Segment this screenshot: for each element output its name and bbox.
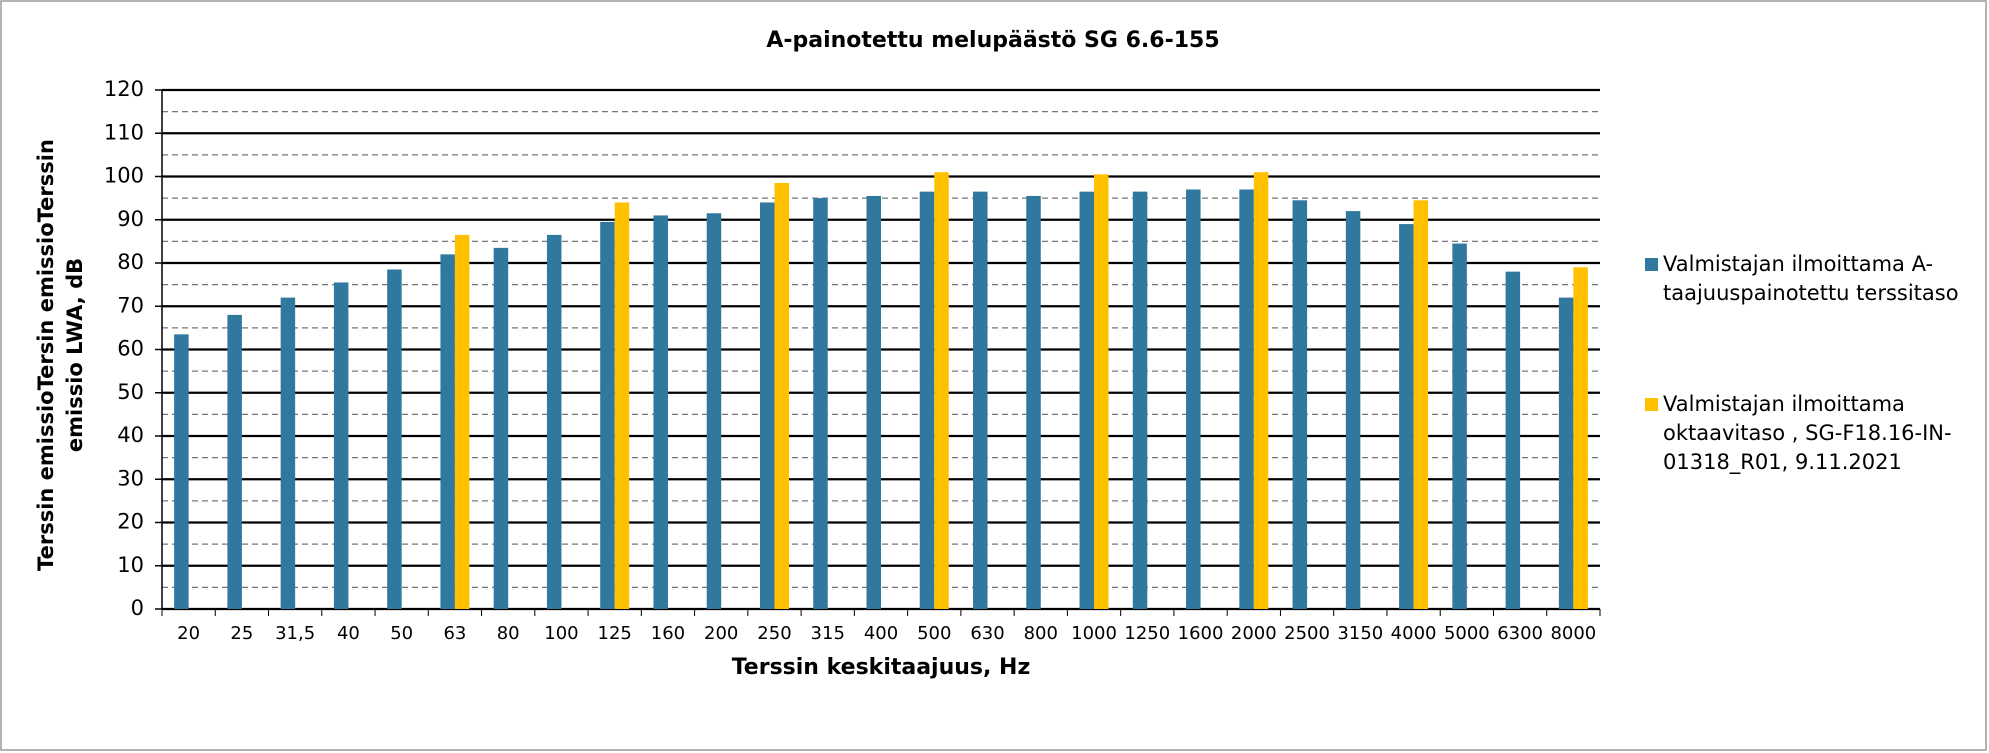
y-tick-label: 90 [117,207,144,231]
x-tick-label: 100 [544,623,578,644]
bar [706,213,722,609]
x-tick-label: 5000 [1444,623,1490,644]
y-tick-label: 10 [117,553,144,577]
x-tick-label: 500 [917,623,951,644]
bar [973,191,988,609]
legend-label: Valmistajan ilmoittama oktaavitaso , SG-… [1663,392,1952,474]
bar [174,334,189,609]
y-axis-title: emissio LWA, dB [63,258,87,452]
bar [454,234,470,609]
x-tick-label: 40 [337,623,360,644]
x-tick-label: 63 [443,623,466,644]
bar [1452,243,1467,609]
x-tick-label: 2500 [1284,623,1330,644]
x-tick-label: 1600 [1178,623,1224,644]
legend-swatch [1645,258,1658,271]
bar [227,314,242,609]
y-axis-title: Terssin emissioTersin emissioTerssin [34,139,58,571]
x-tick-label: 50 [390,623,413,644]
bar [934,172,949,610]
x-tick-label: 1250 [1124,623,1170,644]
y-tick-label: 70 [117,293,144,317]
bar [440,254,455,609]
x-tick-label: 31,5 [275,623,315,644]
bar [600,221,615,609]
bar [1558,297,1574,609]
y-tick-label: 120 [104,77,144,101]
bar [1094,174,1109,609]
x-tick-label: 400 [864,623,898,644]
x-tick-label: 25 [230,623,253,644]
x-tick-label: 630 [970,623,1004,644]
x-tick-label: 125 [598,623,632,644]
bar [1026,195,1041,609]
x-tick-label: 200 [704,623,738,644]
bar [387,269,402,609]
bar [1573,267,1588,609]
x-axis-title: Terssin keskitaajuus, Hz [732,655,1031,680]
bar [1079,191,1095,609]
bar [1132,191,1148,609]
bar [1186,189,1201,609]
legend-item: Valmistajan ilmoittama oktaavitaso , SG-… [1645,390,1981,477]
bar [493,247,509,610]
bar [1399,224,1414,609]
y-tick-label: 30 [117,466,144,490]
y-tick-label: 20 [117,510,144,534]
bar [1413,200,1429,609]
y-tick-label: 60 [117,337,144,361]
chart-title: A-painotettu melupäästö SG 6.6-155 [766,28,1219,53]
y-tick-label: 40 [117,423,144,447]
bar [866,195,881,609]
bar [653,215,668,610]
bar [280,297,296,609]
x-tick-label: 800 [1024,623,1058,644]
x-tick-label: 1000 [1071,623,1117,644]
x-tick-label: 3150 [1337,623,1383,644]
bar [813,198,828,609]
bar [546,234,562,609]
bar [919,191,935,609]
y-tick-label: 80 [117,250,144,274]
bar [333,282,349,609]
x-tick-label: 8000 [1550,623,1596,644]
x-tick-label: 315 [811,623,845,644]
x-tick-label: 6300 [1497,623,1543,644]
bar [1345,211,1361,609]
legend: Valmistajan ilmoittama A-taajuuspainotet… [1645,250,1981,477]
x-tick-label: 250 [757,623,791,644]
x-tick-label: 20 [177,623,200,644]
y-tick-label: 0 [131,596,144,620]
x-tick-label: 4000 [1391,623,1437,644]
bar [614,202,630,609]
bar [1292,200,1308,609]
x-tick-label: 160 [651,623,685,644]
y-tick-label: 100 [104,164,144,188]
y-tick-label: 110 [104,120,144,144]
y-tick-label: 50 [117,380,144,404]
legend-item: Valmistajan ilmoittama A-taajuuspainotet… [1645,250,1981,308]
x-tick-label: 2000 [1231,623,1277,644]
bar [1505,271,1521,609]
x-tick-label: 80 [497,623,520,644]
bar [1239,189,1254,609]
bar [774,182,789,610]
bar [1253,172,1269,610]
legend-label: Valmistajan ilmoittama A-taajuuspainotet… [1663,252,1959,305]
legend-swatch [1645,398,1658,411]
bar [759,202,775,609]
